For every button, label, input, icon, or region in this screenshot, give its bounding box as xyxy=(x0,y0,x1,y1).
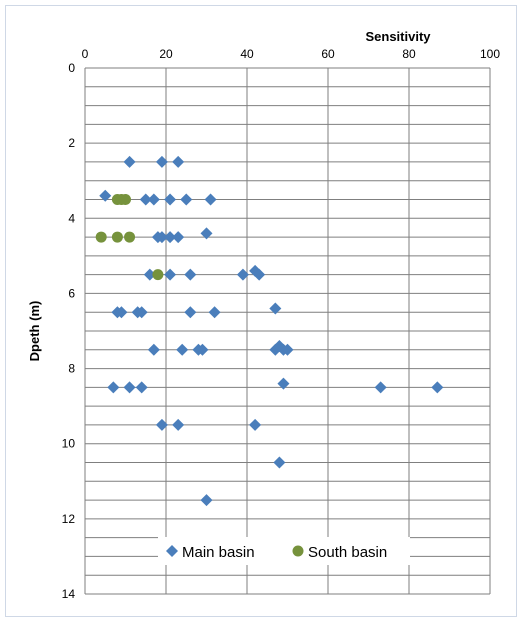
legend-marker-south-basin xyxy=(292,545,304,557)
main-basin-point xyxy=(236,268,249,281)
main-basin-point xyxy=(277,377,290,390)
main-basin-point xyxy=(115,306,128,319)
main-basin-point xyxy=(172,418,185,431)
main-basin-point xyxy=(431,381,444,394)
x-tick-label: 0 xyxy=(82,47,89,61)
data-points xyxy=(95,155,444,507)
main-basin-point xyxy=(269,302,282,315)
main-basin-point xyxy=(123,155,136,168)
main-basin-point xyxy=(184,268,197,281)
main-basin-point xyxy=(172,231,185,244)
main-basin-point xyxy=(249,418,262,431)
main-basin-point xyxy=(281,343,294,356)
legend: Main basin South basin xyxy=(158,537,410,565)
main-basin-point xyxy=(253,268,266,281)
legend-label-south-basin: South basin xyxy=(308,544,387,561)
legend-label-main-basin: Main basin xyxy=(182,544,255,561)
x-tick-label: 40 xyxy=(240,47,254,61)
main-basin-point xyxy=(374,381,387,394)
main-basin-point xyxy=(147,343,160,356)
main-basin-point xyxy=(180,193,193,206)
legend-marker-main-basin xyxy=(166,545,178,557)
south-basin-point xyxy=(111,231,123,243)
y-tick-label: 4 xyxy=(68,211,75,225)
main-basin-point xyxy=(184,306,197,319)
x-tick-label: 20 xyxy=(159,47,173,61)
main-basin-point xyxy=(123,381,136,394)
main-basin-point xyxy=(208,306,221,319)
south-basin-point xyxy=(95,231,107,243)
y-tick-label: 10 xyxy=(62,437,76,451)
main-basin-point xyxy=(143,268,156,281)
main-basin-point xyxy=(200,494,213,507)
main-basin-point xyxy=(107,381,120,394)
y-tick-label: 6 xyxy=(68,286,75,300)
main-basin-point xyxy=(135,381,148,394)
y-tick-label: 8 xyxy=(68,362,75,376)
main-basin-point xyxy=(164,268,177,281)
gridlines xyxy=(84,67,491,595)
main-basin-point xyxy=(155,418,168,431)
y-tick-label: 0 xyxy=(68,61,75,75)
main-basin-point xyxy=(155,231,168,244)
main-basin-point xyxy=(155,155,168,168)
main-basin-point xyxy=(204,193,217,206)
x-tick-label: 100 xyxy=(480,47,500,61)
y-tick-label: 12 xyxy=(62,512,76,526)
x-tick-label: 60 xyxy=(321,47,335,61)
tick-labels: 0 20 40 60 80 100 0 2 4 6 8 10 12 14 xyxy=(62,47,501,601)
x-tick-label: 80 xyxy=(402,47,416,61)
main-basin-point xyxy=(147,193,160,206)
y-tick-label: 14 xyxy=(62,587,76,601)
main-basin-point xyxy=(273,456,286,469)
south-basin-point xyxy=(120,194,131,205)
main-basin-point xyxy=(176,343,189,356)
main-basin-point xyxy=(200,227,213,240)
y-axis-title: Dpeth (m) xyxy=(27,301,42,362)
main-basin-point xyxy=(196,343,209,356)
main-basin-point xyxy=(99,189,112,202)
main-basin-point xyxy=(172,155,185,168)
y-tick-label: 2 xyxy=(68,136,75,150)
south-basin-point xyxy=(152,269,164,281)
legend-background xyxy=(158,537,410,565)
main-basin-point xyxy=(135,306,148,319)
main-basin-point xyxy=(164,193,177,206)
main-basin-point xyxy=(139,193,152,206)
main-basin-point xyxy=(164,231,177,244)
chart-frame xyxy=(5,5,517,617)
south-basin-point xyxy=(124,231,136,243)
x-axis-title: Sensitivity xyxy=(365,29,431,44)
